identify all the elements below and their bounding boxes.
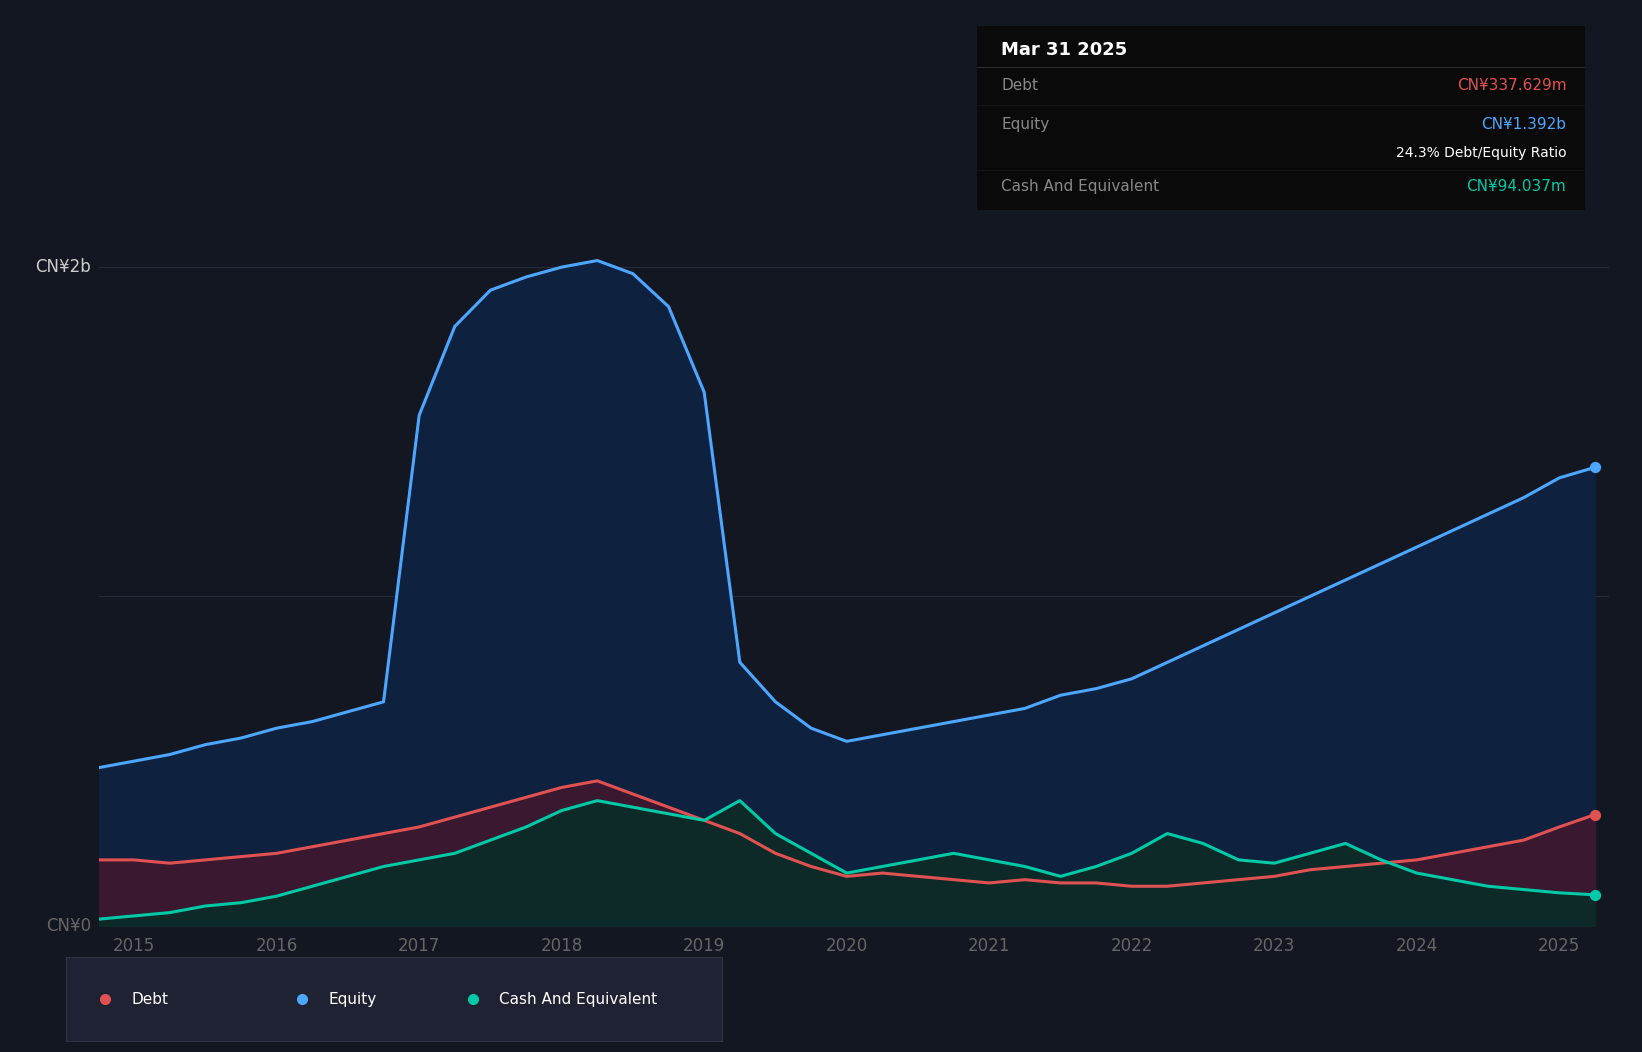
- Text: CN¥2b: CN¥2b: [34, 258, 90, 276]
- Text: CN¥337.629m: CN¥337.629m: [1456, 78, 1566, 93]
- Text: 24.3% Debt/Equity Ratio: 24.3% Debt/Equity Ratio: [1396, 146, 1566, 160]
- Text: Equity: Equity: [328, 992, 376, 1007]
- Text: Equity: Equity: [1002, 117, 1049, 132]
- Text: CN¥94.037m: CN¥94.037m: [1466, 179, 1566, 195]
- Point: [1581, 887, 1608, 904]
- Text: Debt: Debt: [1002, 78, 1038, 93]
- Point: [1581, 806, 1608, 823]
- Text: Cash And Equivalent: Cash And Equivalent: [499, 992, 657, 1007]
- Point: [1581, 459, 1608, 476]
- Text: Mar 31 2025: Mar 31 2025: [1002, 41, 1128, 59]
- Text: Debt: Debt: [131, 992, 169, 1007]
- Text: CN¥0: CN¥0: [46, 916, 90, 935]
- Text: Cash And Equivalent: Cash And Equivalent: [1002, 179, 1159, 195]
- Text: CN¥1.392b: CN¥1.392b: [1481, 117, 1566, 132]
